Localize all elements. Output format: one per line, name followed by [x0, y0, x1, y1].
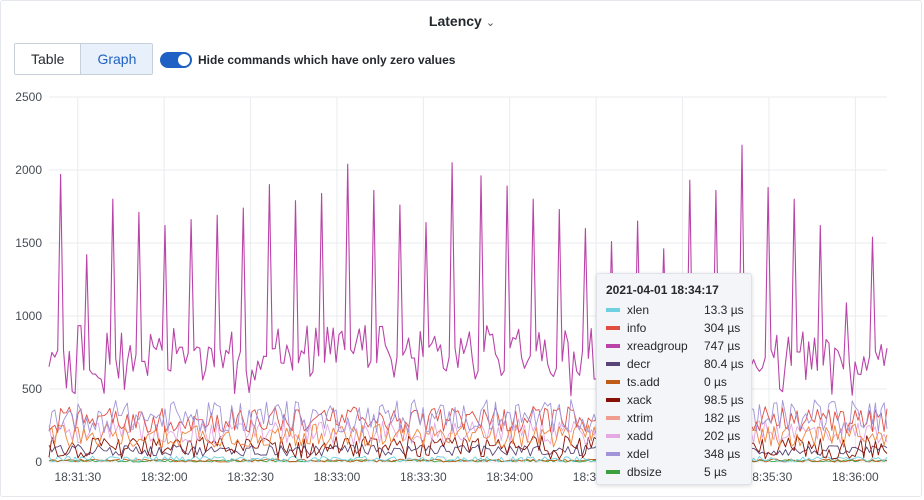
tooltip-series-value: 202 µs: [704, 429, 741, 443]
x-tick-label: 18:33:30: [400, 470, 447, 484]
series-lines: [48, 144, 888, 463]
tooltip-series-value: 182 µs: [704, 411, 741, 425]
x-tick-label: 18:36:00: [832, 470, 879, 484]
series-swatch: [606, 380, 620, 384]
series-swatch: [606, 452, 620, 456]
tooltip-row: dbsize 5 µs: [606, 463, 746, 481]
x-tick-label: 18:34:00: [486, 470, 533, 484]
x-tick-label: 18:32:30: [227, 470, 274, 484]
panel-title[interactable]: Latency ⌄: [0, 13, 924, 29]
y-tick-label: 2500: [15, 90, 42, 104]
tooltip-series-name: dbsize: [627, 465, 662, 479]
tooltip-row: ts.add 0 µs: [606, 373, 746, 391]
hide-zero-toggle-label: Hide commands which have only zero value…: [198, 53, 456, 67]
y-axis-ticks: 0 500 1000 1500 2000 2500: [15, 90, 42, 469]
x-tick-label: 18:31:30: [54, 470, 101, 484]
tooltip-row: info 304 µs: [606, 319, 746, 337]
tooltip-row: xreadgroup 747 µs: [606, 337, 746, 355]
series-swatch: [606, 416, 620, 420]
tooltip-series-name: decr: [627, 357, 651, 371]
tooltip-row: xtrim 182 µs: [606, 409, 746, 427]
y-tick-label: 2000: [15, 163, 42, 177]
tooltip-row: xlen 13.3 µs: [606, 301, 746, 319]
y-tick-label: 1000: [15, 309, 42, 323]
tooltip-series-name: xdel: [627, 447, 650, 461]
series-swatch: [606, 344, 620, 348]
tooltip-series-name: xreadgroup: [627, 339, 688, 353]
panel-title-text: Latency: [428, 13, 482, 29]
series-swatch: [606, 326, 620, 330]
tooltip-series-name: xack: [627, 393, 652, 407]
tab-table[interactable]: Table: [15, 44, 82, 74]
x-tick-label: 18:32:00: [141, 470, 188, 484]
x-tick-label: 18:35:30: [746, 470, 793, 484]
tooltip-series-value: 98.5 µs: [704, 393, 744, 407]
tooltip-row: xack 98.5 µs: [606, 391, 746, 409]
series-swatch: [606, 362, 620, 366]
series-swatch: [606, 434, 620, 438]
tooltip-series-name: xadd: [627, 429, 654, 443]
tooltip-series-name: info: [627, 321, 647, 335]
tooltip-series-value: 80.4 µs: [704, 357, 744, 371]
hover-tooltip: 2021-04-01 18:34:17 xlen 13.3 µs info 304 µ…: [596, 273, 752, 485]
hide-zero-toggle[interactable]: [160, 52, 192, 68]
tooltip-series-value: 348 µs: [704, 447, 741, 461]
tooltip-series-value: 0 µs: [704, 375, 727, 389]
series-swatch: [606, 470, 620, 474]
tooltip-time: 2021-04-01 18:34:17: [606, 283, 719, 297]
series-line-xack: [48, 435, 888, 460]
chart-grid: [49, 96, 887, 463]
tooltip-series-name: ts.add: [627, 375, 660, 389]
tooltip-series-value: 5 µs: [704, 465, 727, 479]
y-tick-label: 1500: [15, 236, 42, 250]
tooltip-series-value: 13.3 µs: [704, 303, 744, 317]
view-switch: Table Graph: [14, 43, 154, 75]
tooltip-row: decr 80.4 µs: [606, 355, 746, 373]
series-line-xdel: [48, 398, 888, 434]
y-tick-label: 500: [22, 382, 42, 396]
tooltip-row: xdel 348 µs: [606, 445, 746, 463]
series-swatch: [606, 398, 620, 402]
chevron-down-icon: ⌄: [485, 17, 496, 29]
tooltip-row: xadd 202 µs: [606, 427, 746, 445]
tooltip-series-value: 747 µs: [704, 339, 741, 353]
tooltip-series-name: xtrim: [627, 411, 653, 425]
series-swatch: [606, 308, 620, 312]
x-axis-ticks: 18:31:30 18:32:00 18:32:30 18:33:00 18:33:30…: [54, 470, 879, 484]
tooltip-series-value: 304 µs: [704, 321, 741, 335]
toggle-knob: [178, 54, 190, 66]
series-line-xreadgroup: [48, 144, 888, 397]
tab-graph[interactable]: Graph: [81, 44, 153, 74]
x-tick-label: 18:33:00: [314, 470, 361, 484]
y-tick-label: 0: [35, 455, 42, 469]
tooltip-series-name: xlen: [627, 303, 650, 317]
